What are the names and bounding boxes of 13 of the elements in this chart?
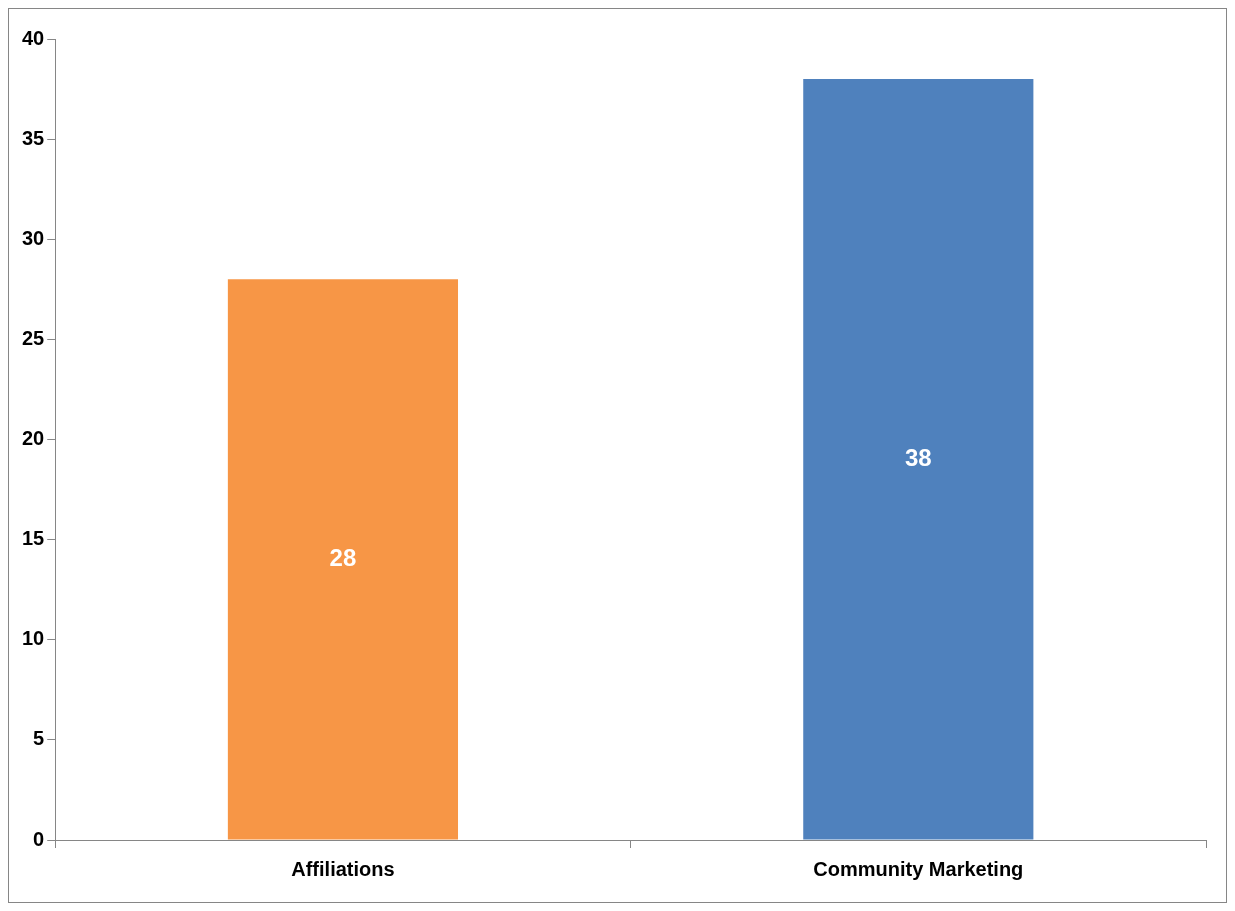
data-label: 38 (904, 443, 932, 471)
y-tick-label: 25 (22, 326, 45, 349)
y-tick-label: 40 (22, 26, 45, 49)
y-tick-label: 30 (22, 226, 45, 249)
y-tick-label: 10 (22, 627, 45, 650)
y-tick-label: 0 (33, 827, 45, 850)
y-tick-label: 35 (22, 126, 45, 149)
y-tick-label: 5 (33, 727, 45, 750)
x-tick-label: Community Marketing (813, 857, 1024, 880)
y-tick-label: 15 (22, 527, 45, 550)
data-label: 28 (329, 544, 357, 572)
y-tick-label: 20 (22, 427, 45, 450)
x-tick-label: Affiliations (291, 857, 395, 880)
